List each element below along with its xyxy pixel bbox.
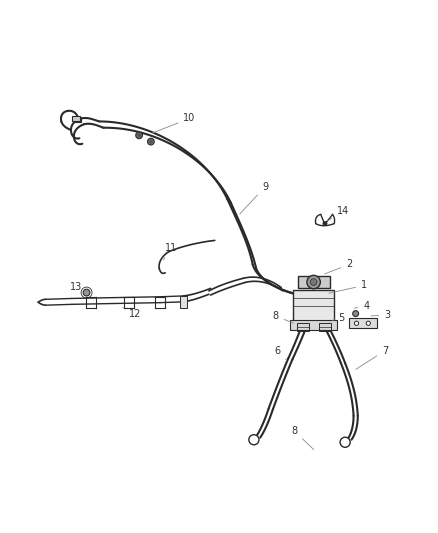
Text: 13: 13 [70,281,87,293]
Circle shape [354,321,359,325]
Bar [72,116,80,120]
Text: 3: 3 [371,310,390,320]
Text: 12: 12 [123,308,141,319]
Bar [180,296,187,308]
Circle shape [149,140,152,143]
Circle shape [83,289,90,296]
Circle shape [323,222,327,225]
Circle shape [310,279,317,286]
Text: 7: 7 [356,345,388,369]
Bar [350,318,377,328]
Text: 9: 9 [240,182,268,214]
Text: 8: 8 [273,311,293,323]
Circle shape [353,311,359,317]
Circle shape [138,134,141,137]
Circle shape [366,321,371,325]
Bar [293,289,334,321]
Bar [319,324,331,331]
Text: 6: 6 [275,345,286,360]
Circle shape [307,276,320,289]
Circle shape [148,138,154,145]
Bar [290,320,337,329]
Text: 11: 11 [164,243,177,260]
Text: 8: 8 [292,426,314,450]
Text: 10: 10 [152,114,196,133]
Text: 5: 5 [332,313,344,323]
Circle shape [136,132,142,139]
Text: 4: 4 [354,302,369,311]
Bar [297,324,309,331]
Bar [298,276,329,287]
Bar [73,117,81,122]
Text: 14: 14 [328,206,349,221]
Circle shape [340,437,350,447]
Text: 1: 1 [329,280,367,293]
Circle shape [249,435,259,445]
Text: 2: 2 [325,260,353,274]
